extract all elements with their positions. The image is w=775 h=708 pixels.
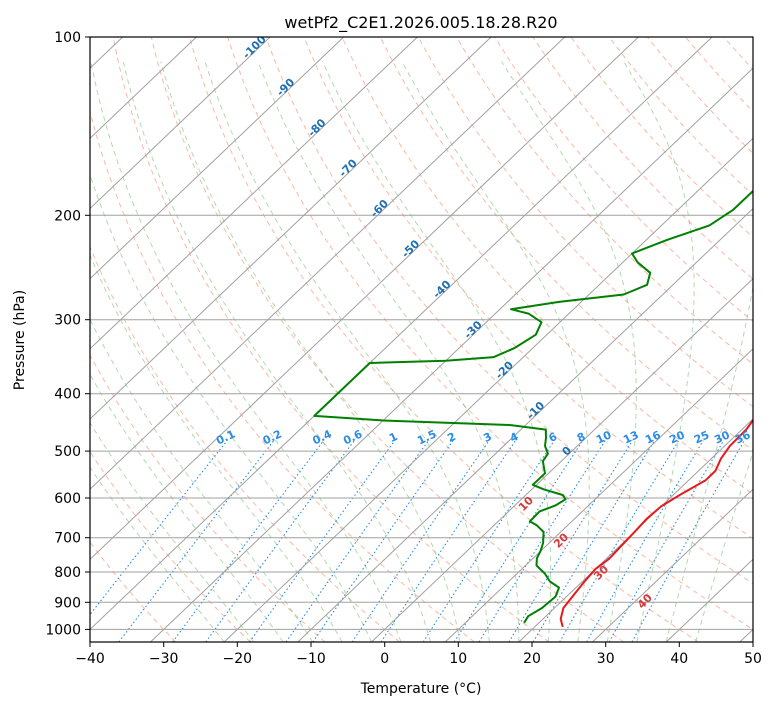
mixing-ratio-lines (90, 440, 745, 642)
mixing-ratio-label: 30 (712, 428, 732, 446)
x-tick-label: 50 (744, 651, 762, 667)
mixing-ratio-line (249, 440, 396, 642)
mixing-ratio-line (205, 440, 355, 642)
x-tick-label: −10 (296, 651, 326, 667)
x-tick-label: −40 (75, 651, 105, 667)
x-tick-label: 20 (523, 651, 541, 667)
mixing-ratio-line (631, 440, 745, 642)
y-tick-label: 700 (54, 531, 81, 547)
plot-frame (89, 36, 754, 643)
mixing-ratio-label: 16 (643, 428, 663, 446)
y-axis-label: Pressure (hPa) (12, 290, 28, 390)
dry-adiabat (90, 541, 176, 642)
y-tick-label: 500 (54, 444, 81, 460)
isotherm-line (90, 37, 492, 420)
mixing-ratio-label: 25 (692, 428, 711, 446)
isotherm-line (90, 37, 566, 490)
isotherm-line (90, 37, 639, 561)
moist-adiabat (204, 61, 490, 642)
moist-adiabat (90, 466, 225, 642)
mixing-ratio-line (90, 440, 228, 616)
mixing-ratio-line (453, 440, 584, 642)
moist-adiabat (122, 61, 431, 642)
y-tick-label: 600 (54, 491, 81, 507)
isotherm-line (223, 137, 753, 642)
moist-adiabat (623, 61, 695, 642)
mixing-ratio-label: 20 (667, 428, 687, 446)
chart-title: wetPf2_C2E1.2026.005.18.28.R20 (284, 13, 557, 33)
mixing-ratio-line (608, 440, 725, 642)
dry-adiabat (379, 37, 753, 451)
moist-adiabat (321, 61, 552, 642)
mixing-ratio-line (508, 440, 633, 642)
mixing-ratio-line (478, 440, 606, 642)
mixing-ratio-line (172, 440, 325, 642)
x-axis-ticks: −40 −30 −20 −10 0 10 20 30 40 50 (75, 642, 762, 667)
x-tick-label: 40 (670, 651, 688, 667)
isotherm-line (297, 207, 753, 642)
y-tick-label: 100 (54, 30, 81, 46)
mixing-ratio-line (586, 440, 704, 642)
isotherm-line (150, 67, 753, 642)
mixing-ratio-label: 10 (594, 428, 614, 446)
x-tick-label: −30 (149, 651, 179, 667)
x-tick-label: −20 (223, 651, 253, 667)
y-tick-label: 1000 (45, 622, 81, 638)
y-tick-label: 400 (54, 387, 81, 403)
isotherm-line (592, 488, 753, 642)
isotherm-line (90, 37, 713, 631)
mixing-ratio-line (422, 440, 555, 642)
dry-adiabat (90, 109, 475, 642)
dry-adiabat (494, 37, 753, 322)
moist-adiabat (90, 318, 314, 642)
x-tick-label: 0 (380, 651, 389, 667)
dry-adiabat (150, 37, 625, 642)
moist-adiabat (90, 421, 255, 642)
isotherm-line (90, 37, 345, 280)
mixing-ratio-label: 13 (621, 428, 640, 446)
dry-adiabat (341, 37, 753, 495)
moist-adiabat (90, 61, 402, 642)
mixing-ratio-line (312, 440, 454, 642)
moist-adiabat (501, 61, 637, 642)
y-axis-ticks: 100 200 300 400 500 600 700 800 900 1000 (45, 30, 90, 638)
y-tick-label: 200 (54, 208, 81, 224)
isotherm-line (444, 348, 753, 642)
y-tick-label: 800 (54, 565, 81, 581)
isobar-grid (90, 37, 753, 630)
moist-adiabat (257, 61, 520, 642)
x-tick-label: 10 (449, 651, 467, 667)
x-axis-label: Temperature (°C) (360, 681, 482, 697)
sounding-series-line (313, 189, 753, 624)
moist-adiabat (160, 61, 461, 642)
isotherm-line (90, 37, 271, 210)
moist-adiabat (90, 254, 343, 642)
mixing-ratio-label: 36 (733, 428, 753, 446)
mixing-ratio-line (351, 440, 490, 642)
isotherm-line (371, 277, 753, 642)
moist-adiabat (90, 373, 284, 642)
y-tick-label: 900 (54, 595, 81, 611)
mixing-ratio-line (559, 440, 680, 642)
mixing-ratio-line (532, 440, 655, 642)
moist-adiabat (90, 173, 372, 642)
sounding-series-line (559, 418, 753, 628)
dry-adiabat (90, 245, 401, 642)
mixing-ratio-line (285, 440, 429, 642)
x-tick-label: 30 (597, 651, 615, 667)
moist-adiabat (401, 61, 590, 642)
isotherm-line (90, 37, 418, 350)
sounding-lines (313, 189, 753, 628)
y-tick-label: 300 (54, 313, 81, 329)
